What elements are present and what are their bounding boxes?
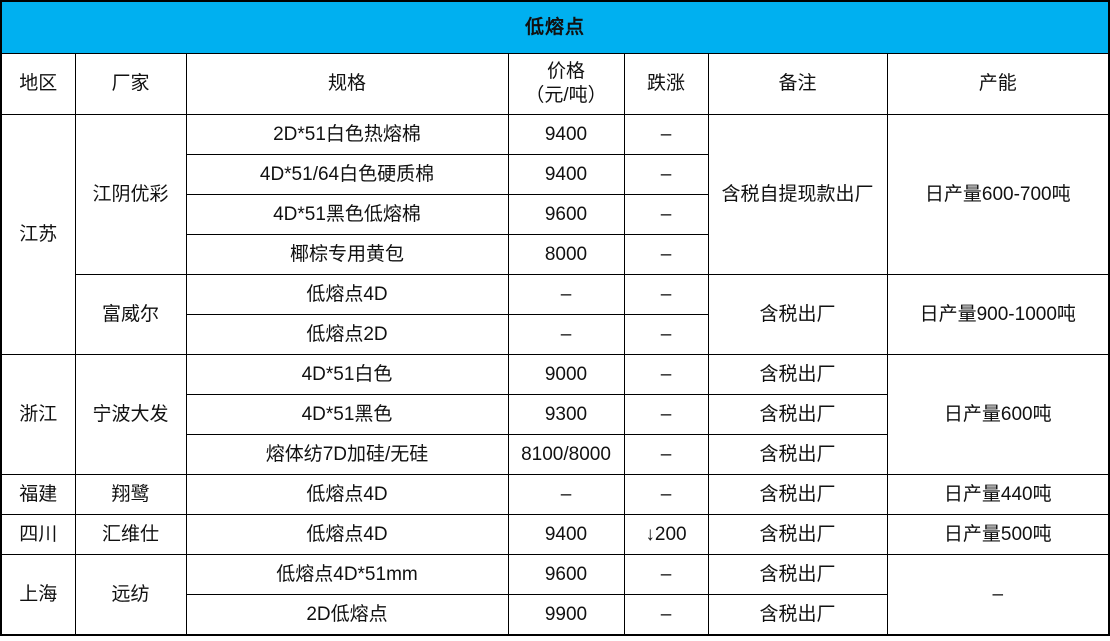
region-cell: 上海: [0, 554, 76, 636]
remark-cell: 含税出厂: [707, 474, 888, 515]
spec-cell: 低熔点2D: [185, 314, 509, 355]
table-row: 椰棕专用黄包 8000 –: [1, 234, 1109, 275]
spec-cell: 4D*51黑色: [185, 394, 509, 435]
spec-cell: 2D低熔点: [185, 594, 509, 636]
capacity-cell: 日产量440吨: [886, 474, 1110, 515]
capacity-cell: 日产量500吨: [886, 514, 1110, 555]
price-cell: –: [507, 474, 625, 515]
spec-cell: 低熔点4D: [185, 474, 509, 515]
col-header-change: 跌涨: [623, 53, 709, 115]
col-header-price-line2: （元/吨）: [525, 85, 607, 106]
region-cell: 四川: [0, 514, 76, 555]
price-cell: 9000: [507, 354, 625, 395]
price-cell: 9600: [507, 194, 625, 235]
remark-cell: 含税出厂: [707, 554, 888, 595]
capacity-cell: 日产量600-700吨: [886, 114, 1110, 275]
price-cell: 9400: [507, 154, 625, 195]
spec-cell: 2D*51白色热熔棉: [185, 114, 509, 155]
remark-cell: 含税出厂: [707, 594, 888, 636]
col-header-price-line1: 价格: [546, 61, 585, 83]
price-cell: –: [507, 274, 625, 315]
col-header-capacity: 产能: [886, 53, 1110, 115]
column-header-row: 地区 厂家 规格 价格 （元/吨） 跌涨 备注 产能: [0, 53, 1110, 115]
remark-cell: 含税出厂: [707, 514, 888, 555]
col-header-remark: 备注: [707, 53, 888, 115]
manufacturer-cell: 远纺: [74, 554, 187, 636]
table-row: 上海 远纺 低熔点4D*51mm 9600 – 含税出厂 –: [0, 554, 1110, 636]
manufacturer-cell: 江阴优彩: [74, 114, 187, 275]
change-cell: –: [623, 234, 709, 275]
change-cell: –: [623, 554, 709, 595]
table-row: 四川 汇维仕 低熔点4D 9400 ↓200 含税出厂 日产量500吨: [0, 514, 1110, 555]
spec-cell: 低熔点4D*51mm: [185, 554, 509, 595]
manufacturer-cell: 宁波大发: [74, 354, 187, 475]
spec-cell: 4D*51白色: [185, 354, 509, 395]
change-cell: –: [623, 274, 709, 315]
table-row: 4D*51黑色 9300 – 含税出厂: [1, 394, 1109, 435]
price-cell: 9900: [507, 594, 625, 636]
spec-cell: 4D*51黑色低熔棉: [185, 194, 509, 235]
table-title: 低熔点: [0, 0, 1110, 54]
region-cell: 江苏: [0, 114, 76, 355]
remark-cell: 含税出厂: [707, 274, 888, 355]
capacity-cell: 日产量900-1000吨: [886, 274, 1110, 355]
table-row: 富威尔 低熔点4D – – 含税出厂 日产量900-1000吨: [1, 274, 1110, 355]
manufacturer-cell: 富威尔: [74, 274, 187, 355]
change-cell: –: [623, 434, 709, 475]
change-cell: –: [623, 194, 709, 235]
spec-cell: 低熔点4D: [185, 514, 509, 555]
change-cell: –: [623, 354, 709, 395]
region-cell: 福建: [0, 474, 76, 515]
price-cell: 9400: [507, 114, 625, 155]
table-row: 2D低熔点 9900 – 含税出厂: [1, 594, 1109, 636]
title-row: 低熔点: [0, 0, 1110, 54]
price-cell: 8100/8000: [507, 434, 625, 475]
col-header-region: 地区: [0, 53, 76, 115]
change-cell: –: [623, 314, 709, 355]
region-cell: 浙江: [0, 354, 76, 475]
change-cell: –: [623, 594, 709, 636]
spec-cell: 椰棕专用黄包: [185, 234, 509, 275]
spec-cell: 低熔点4D: [185, 274, 509, 315]
price-cell: –: [507, 314, 625, 355]
change-cell: –: [623, 154, 709, 195]
table-row: 江苏 江阴优彩 2D*51白色热熔棉 9400 – 含税自提现款出厂 日产量60…: [0, 114, 1110, 355]
col-header-price: 价格 （元/吨）: [507, 53, 625, 115]
col-header-spec: 规格: [185, 53, 509, 115]
spec-cell: 4D*51/64白色硬质棉: [185, 154, 509, 195]
remark-cell: 含税出厂: [707, 434, 888, 475]
change-cell: ↓200: [623, 514, 709, 555]
price-cell: 9300: [507, 394, 625, 435]
manufacturer-cell: 汇维仕: [74, 514, 187, 555]
remark-cell: 含税自提现款出厂: [707, 114, 888, 275]
change-cell: –: [623, 394, 709, 435]
change-cell: –: [623, 114, 709, 155]
remark-cell: 含税出厂: [707, 354, 888, 395]
spec-cell: 熔体纺7D加硅/无硅: [185, 434, 509, 475]
table-row: 浙江 宁波大发 4D*51白色 9000 – 含税出厂 日产量600吨: [0, 354, 1110, 475]
capacity-cell: –: [886, 554, 1110, 636]
col-header-manufacturer: 厂家: [74, 53, 187, 115]
table-row: 福建 翔鹭 低熔点4D – – 含税出厂 日产量440吨: [0, 474, 1110, 515]
price-cell: 8000: [507, 234, 625, 275]
table-row: 低熔点2D – –: [1, 314, 1109, 355]
change-cell: –: [623, 474, 709, 515]
price-cell: 9600: [507, 554, 625, 595]
capacity-cell: 日产量600吨: [886, 354, 1110, 475]
remark-cell: 含税出厂: [707, 394, 888, 435]
manufacturer-cell: 翔鹭: [74, 474, 187, 515]
table-row: 4D*51/64白色硬质棉 9400 –: [1, 154, 1109, 195]
price-cell: 9400: [507, 514, 625, 555]
